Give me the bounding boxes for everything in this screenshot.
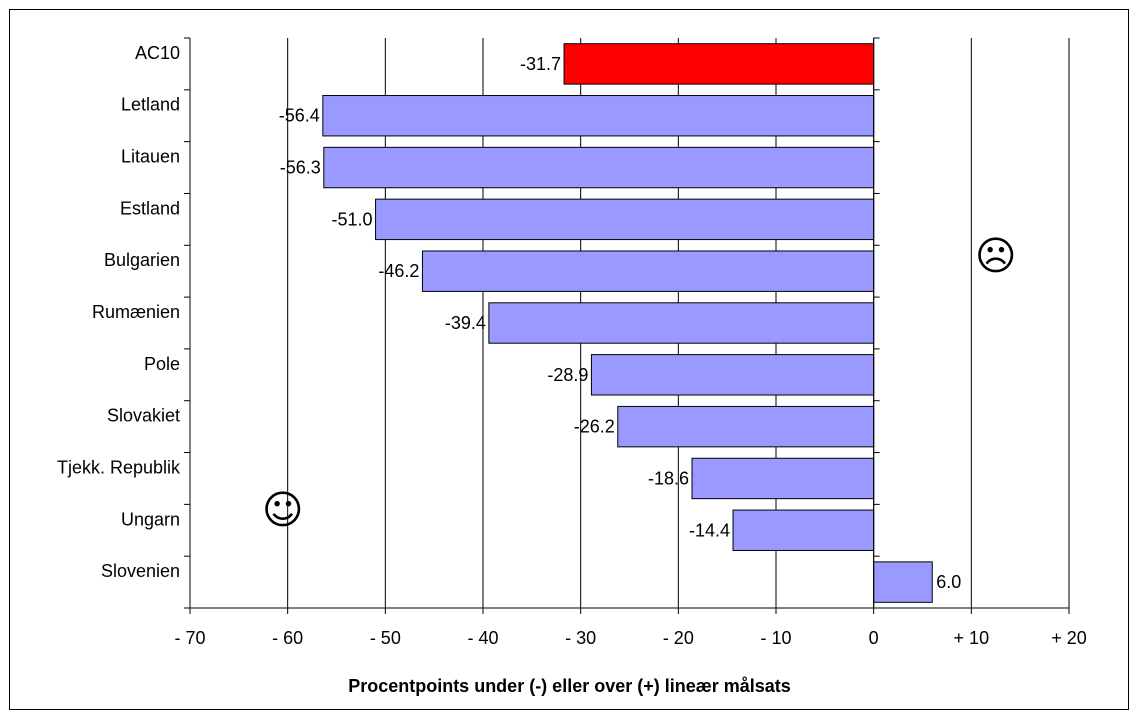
category-label: Estland (120, 198, 180, 218)
x-tick-label: - 40 (467, 628, 498, 648)
bar-bulgarien (421, 250, 875, 292)
category-label: Rumænien (92, 302, 180, 322)
frowning-face-icon: ☹ (975, 234, 1017, 280)
data-label: -18.6 (648, 468, 689, 488)
data-label: -28.9 (547, 365, 588, 385)
x-tick-label: - 20 (663, 628, 694, 648)
x-tick-label: - 70 (174, 628, 205, 648)
category-label: AC10 (135, 43, 180, 63)
category-label: Bulgarien (104, 250, 180, 270)
category-label: Letland (121, 95, 180, 115)
axes (184, 37, 1070, 614)
data-label: -56.3 (280, 158, 321, 178)
category-label: Tjekk. Republik (57, 457, 181, 477)
x-tick-label: - 50 (370, 628, 401, 648)
x-tick-label: + 10 (954, 628, 990, 648)
data-label: 6.0 (936, 572, 961, 592)
category-label: Litauen (121, 147, 180, 167)
data-label: -26.2 (574, 417, 615, 437)
bar-slovenien (873, 561, 933, 603)
bar-ac10 (563, 43, 875, 85)
category-label: Slovakiet (107, 406, 180, 426)
bar-letland (322, 95, 875, 137)
data-label: -39.4 (445, 313, 486, 333)
bar-estland (375, 198, 875, 241)
category-label: Slovenien (101, 561, 180, 581)
data-label: -31.7 (520, 54, 561, 74)
category-label: Pole (144, 354, 180, 374)
smiley-face-icon: ☺ (262, 488, 304, 534)
x-tick-label: 0 (869, 628, 879, 648)
x-axis-title: Procentpoints under (-) eller over (+) l… (348, 676, 791, 696)
x-tick-label: + 20 (1051, 628, 1087, 648)
x-tick-label: - 60 (272, 628, 303, 648)
bar-rumænien (488, 302, 875, 344)
data-label: -56.4 (279, 106, 320, 126)
data-label: -46.2 (378, 261, 419, 281)
bar-slovakiet (617, 405, 875, 448)
labels: - 70 - 60 - 50 - 40 - 30 - 20 - 10 0 + 10 + 20 AC1… (57, 43, 1087, 648)
category-label: Ungarn (121, 509, 180, 529)
bar-litauen (323, 146, 875, 189)
x-tick-label: - 10 (760, 628, 791, 648)
bar-tjekk-republik (691, 457, 875, 500)
data-label: -14.4 (689, 520, 730, 540)
data-label: -51.0 (332, 209, 373, 229)
bar-pole (590, 354, 875, 396)
x-tick-label: - 30 (565, 628, 596, 648)
bars (322, 43, 933, 603)
bar-ungarn (732, 509, 875, 551)
